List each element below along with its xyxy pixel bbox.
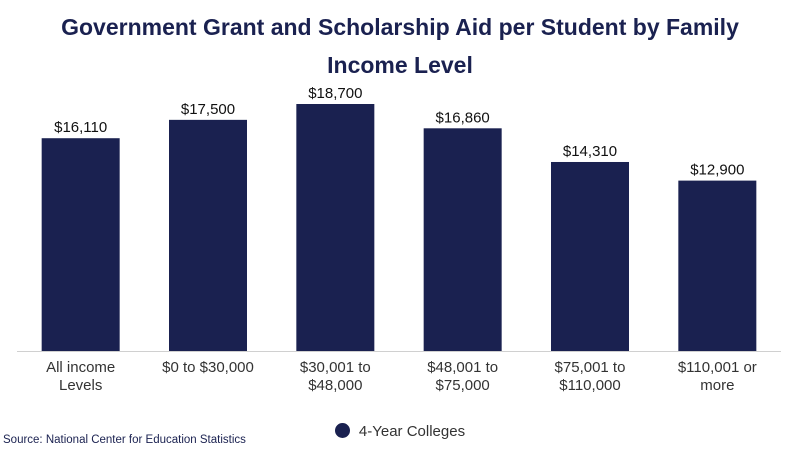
data-label-2: $18,700 bbox=[308, 85, 362, 102]
source-note: Source: National Center for Education St… bbox=[3, 434, 246, 446]
data-label-3: $16,860 bbox=[436, 109, 490, 126]
x-tick-label-4-1: $110,000 bbox=[559, 377, 620, 394]
x-tick-label-0-0: All income bbox=[46, 359, 115, 376]
x-tick-label-0-1: Levels bbox=[59, 377, 102, 394]
data-label-0: $16,110 bbox=[54, 119, 107, 136]
bar-0 bbox=[41, 138, 120, 351]
chart-title-line-2: Income Level bbox=[327, 52, 473, 78]
x-tick-label-2-1: $48,000 bbox=[308, 377, 362, 394]
bar-2 bbox=[296, 104, 375, 351]
bar-3 bbox=[423, 128, 502, 351]
chart-title-line-1: Government Grant and Scholarship Aid per… bbox=[61, 14, 739, 40]
x-tick-label-1-0: $0 to $30,000 bbox=[162, 359, 254, 376]
x-tick-label-2-0: $30,001 to bbox=[300, 359, 371, 376]
chart-title: Government Grant and Scholarship Aid per… bbox=[0, 8, 800, 84]
data-label-4: $14,310 bbox=[563, 143, 617, 160]
legend-marker bbox=[334, 423, 350, 438]
legend: 4-Year Colleges bbox=[0, 423, 800, 440]
data-label-5: $12,900 bbox=[690, 162, 744, 179]
bar-4 bbox=[551, 161, 629, 351]
x-tick-label-3-0: $48,001 to bbox=[427, 359, 498, 376]
x-tick-label-4-0: $75,001 to bbox=[555, 359, 626, 376]
x-tick-label-5-0: $110,001 or bbox=[678, 359, 757, 376]
bar-5 bbox=[678, 180, 757, 351]
bar-1 bbox=[169, 119, 247, 351]
legend-label: 4-Year Colleges bbox=[358, 423, 466, 440]
data-label-1: $17,500 bbox=[181, 101, 235, 118]
x-tick-label-3-1: $75,000 bbox=[436, 377, 490, 394]
x-tick-label-5-1: more bbox=[700, 377, 734, 394]
